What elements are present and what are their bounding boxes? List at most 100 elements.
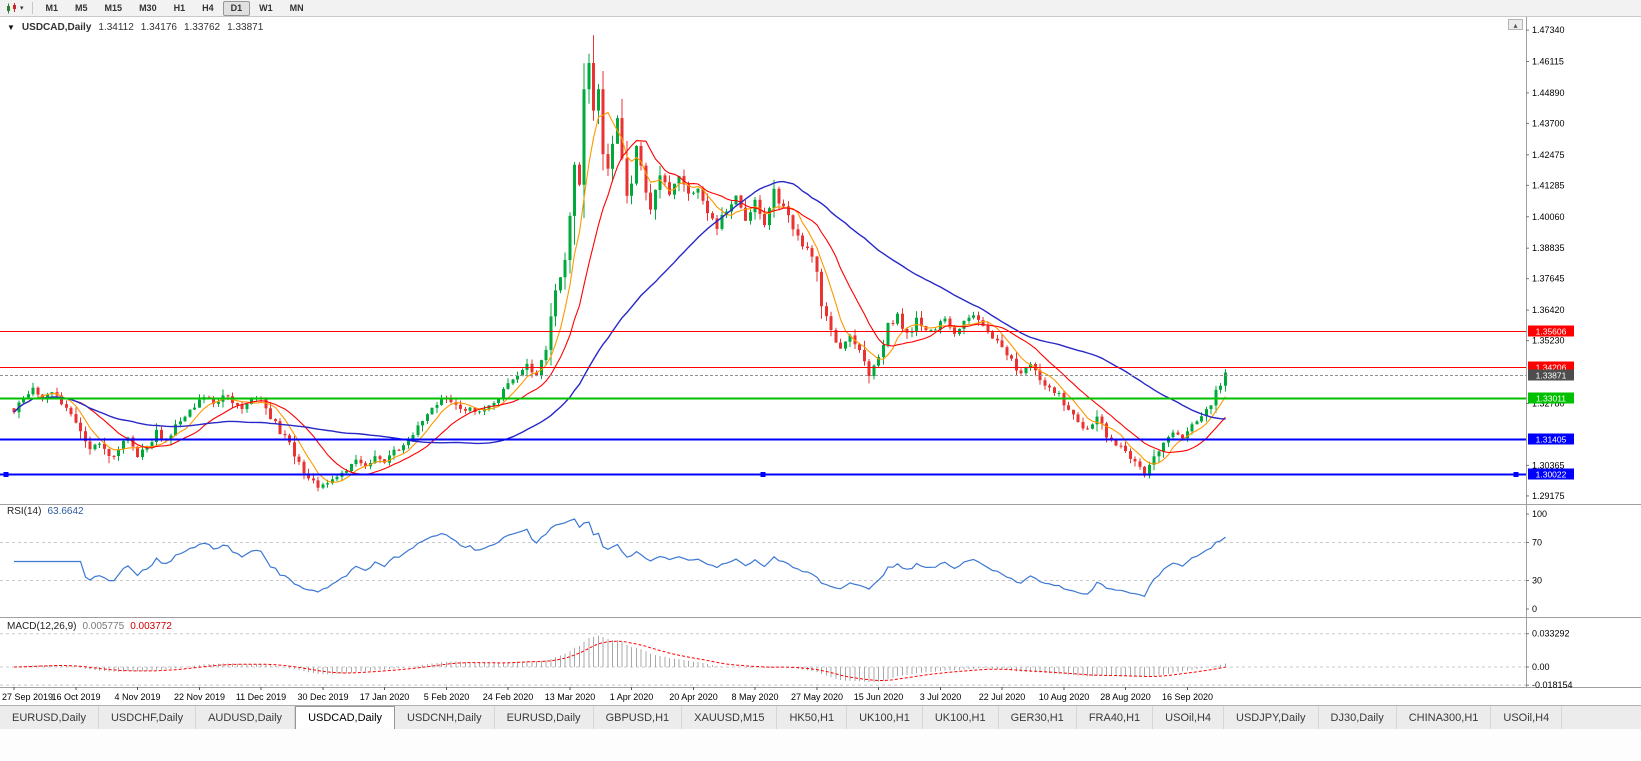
candle-body (834, 330, 838, 343)
price-tick-label: 1.41285 (1532, 180, 1565, 190)
candle-body (810, 248, 814, 257)
candle-body (364, 463, 367, 467)
date-label: 24 Feb 2020 (483, 692, 534, 702)
timeframe-button-m1[interactable]: M1 (45, 2, 59, 13)
chart-tab-audusd-daily[interactable]: AUDUSD,Daily (196, 706, 296, 729)
candle-body (858, 344, 861, 350)
price-tick-label: 1.42475 (1532, 150, 1565, 160)
macd-tick-label: -0.018154 (1532, 680, 1573, 690)
hline-price-badge (1528, 325, 1574, 337)
candle-body (293, 442, 296, 457)
chart-tab-usdcad-daily[interactable]: USDCAD,Daily (295, 706, 396, 729)
timeframe-button-m5[interactable]: M5 (75, 2, 88, 13)
candle-body (535, 372, 538, 376)
macd-histogram (18, 635, 1226, 683)
chart-tab-dj30-daily[interactable]: DJ30,Daily (1318, 706, 1397, 729)
candle-body (530, 363, 534, 373)
candle-body (12, 408, 16, 413)
hline-price-badge (1528, 361, 1574, 373)
candle-body (141, 449, 144, 457)
candle-body (839, 342, 842, 349)
candle-body (696, 188, 700, 193)
candle-body (136, 446, 139, 457)
candle-body (388, 455, 391, 463)
macd-tick-label: 0.033292 (1532, 629, 1570, 639)
hline-selection-handle[interactable] (760, 472, 766, 477)
candle-body (730, 204, 733, 212)
chart-tab-gbpusd-h1[interactable]: GBPUSD,H1 (593, 706, 683, 729)
candle-body (22, 397, 25, 403)
chart-tab-hk50-h1[interactable]: HK50,H1 (777, 706, 848, 729)
candle-body (687, 184, 690, 194)
date-label: 5 Feb 2020 (424, 692, 470, 702)
candle-body (787, 206, 790, 216)
candle-body (1086, 428, 1089, 430)
candle-body (1081, 422, 1085, 429)
date-label: 22 Jul 2020 (979, 692, 1026, 702)
chart-dropdown-icon[interactable]: ▼ (7, 23, 15, 32)
candle-body (635, 146, 638, 184)
hline-price-badge (1528, 433, 1574, 445)
price-tick-label: 1.38835 (1532, 243, 1565, 253)
candle-body (84, 431, 87, 442)
macd-signal-line (13, 640, 1226, 681)
candle-body (326, 483, 329, 485)
candle-body (639, 146, 643, 166)
candle-body (435, 405, 439, 408)
chart-tab-usoil-h4[interactable]: USOil,H4 (1491, 706, 1563, 729)
timeframe-button-m15[interactable]: M15 (104, 2, 123, 13)
timeframe-button-m30[interactable]: M30 (139, 2, 157, 13)
candle-body (525, 363, 529, 370)
timeframe-button-w1[interactable]: W1 (259, 2, 273, 13)
chart-tab-uk100-h1[interactable]: UK100,H1 (922, 706, 999, 729)
hline-price-badge-label: 1.33011 (1536, 394, 1566, 404)
candle-body (668, 182, 671, 195)
chart-tab-eurusd-daily[interactable]: EURUSD,Daily (494, 706, 594, 729)
chart-tab-uk100-h1[interactable]: UK100,H1 (847, 706, 923, 729)
candle-body (986, 325, 990, 333)
chart-type-dropdown-button[interactable]: ▾ (3, 1, 27, 16)
candle-body (440, 397, 443, 405)
candle-body (278, 421, 282, 434)
date-label: 4 Nov 2019 (114, 692, 160, 702)
chart-window[interactable]: 1.47340 1.46115 1.44890 1.43700 1.42475 1.412… (0, 17, 1641, 705)
candle-body (559, 277, 562, 291)
candle-body (943, 318, 947, 322)
chart-scroll-button[interactable]: ▴ (1508, 19, 1523, 30)
candle-body (1072, 409, 1075, 415)
timeframe-button-h4[interactable]: H4 (202, 2, 214, 13)
price-chart-canvas[interactable]: 1.47340 1.46115 1.44890 1.43700 1.42475 1.412… (0, 17, 1641, 705)
chart-tab-china300-h1[interactable]: CHINA300,H1 (1396, 706, 1492, 729)
date-label: 11 Dec 2019 (236, 692, 286, 702)
chart-tab-usdcnh-daily[interactable]: USDCNH,Daily (395, 706, 495, 729)
candle-body (112, 456, 116, 457)
candle-body (69, 407, 73, 415)
rsi-name: RSI(14) (7, 506, 42, 517)
candle-body (193, 407, 196, 410)
chart-tab-ger30-h1[interactable]: GER30,H1 (998, 706, 1077, 729)
candle-body (654, 189, 657, 210)
chart-tab-usoil-h4[interactable]: USOil,H4 (1153, 706, 1225, 729)
candle-body (1162, 442, 1165, 452)
chart-tab-fra40-h1[interactable]: FRA40,H1 (1076, 706, 1154, 729)
chart-tab-usdjpy-daily[interactable]: USDJPY,Daily (1224, 706, 1319, 729)
timeframe-button-h1[interactable]: H1 (173, 2, 186, 13)
timeframe-button-mn[interactable]: MN (289, 2, 304, 13)
candle-body (1124, 445, 1127, 452)
candle-body (901, 313, 904, 329)
chart-tab-eurusd-daily[interactable]: EURUSD,Daily (0, 706, 99, 729)
candle-body (198, 399, 201, 408)
candle-body (36, 387, 40, 395)
chart-tab-usdchf-daily[interactable]: USDCHF,Daily (98, 706, 197, 729)
rsi-tick-label: 30 (1532, 576, 1542, 586)
hline-selection-handle[interactable] (3, 472, 9, 477)
candle-body (701, 188, 705, 201)
candle-body (953, 327, 956, 334)
candle-body (644, 165, 648, 193)
hline-selection-handle[interactable] (1513, 472, 1519, 477)
candlesticks (12, 35, 1227, 492)
chart-tab-xauusd-m15[interactable]: XAUUSD,M15 (682, 706, 778, 729)
price-tick-label: 1.36420 (1532, 305, 1565, 315)
candle-body (1129, 451, 1132, 459)
timeframe-button-d1[interactable]: D1 (222, 0, 251, 16)
